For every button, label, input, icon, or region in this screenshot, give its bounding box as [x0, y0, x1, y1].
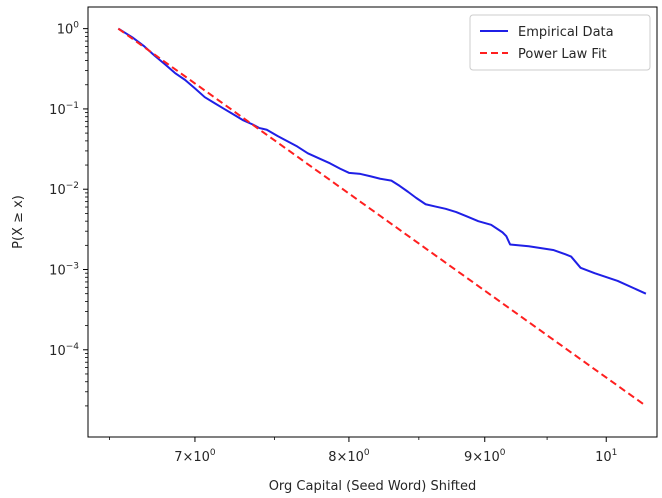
plot-frame: [87, 6, 658, 438]
x-tick-label: 9×100: [464, 448, 506, 465]
x-tick-label: 101: [595, 448, 617, 465]
y-tick-label: 10−4: [49, 342, 79, 359]
series-line-empirical-data: [117, 27, 647, 295]
x-tick-label: 7×100: [174, 448, 216, 465]
x-axis-label: Org Capital (Seed Word) Shifted: [269, 479, 477, 494]
legend-entry-label: Empirical Data: [518, 25, 614, 40]
series-line-power-law-fit: [117, 27, 647, 407]
legend-box: [469, 14, 651, 71]
y-axis-label: P(X ≥ x): [11, 195, 26, 249]
x-tick-label: 8×100: [328, 448, 370, 465]
y-tick-label: 10−3: [49, 262, 79, 279]
y-tick-label: 100: [57, 21, 80, 38]
y-tick-label: 10−1: [49, 101, 79, 118]
legend-entry-label: Power Law Fit: [518, 47, 607, 62]
y-tick-label: 10−2: [49, 181, 79, 198]
